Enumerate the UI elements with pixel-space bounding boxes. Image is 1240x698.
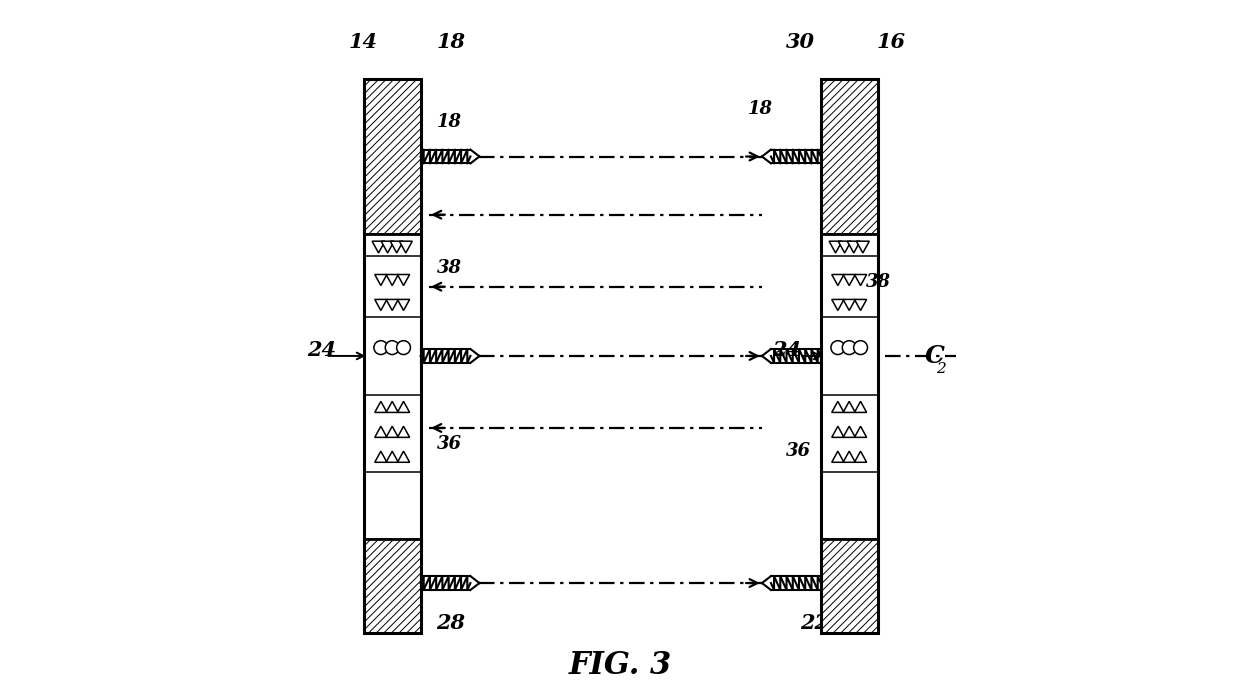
Text: 18: 18 xyxy=(748,100,773,117)
Text: 38: 38 xyxy=(866,273,890,290)
Text: 14: 14 xyxy=(348,32,377,52)
Circle shape xyxy=(397,341,410,355)
Text: 2: 2 xyxy=(936,362,946,376)
Bar xyxy=(821,79,878,633)
Circle shape xyxy=(842,341,856,355)
Polygon shape xyxy=(843,451,856,462)
Bar xyxy=(363,79,420,633)
Polygon shape xyxy=(838,242,851,253)
Text: 16: 16 xyxy=(877,32,905,52)
Text: FIG. 3: FIG. 3 xyxy=(568,651,672,681)
Polygon shape xyxy=(386,426,398,438)
Polygon shape xyxy=(386,451,398,462)
Polygon shape xyxy=(374,426,387,438)
Text: 18: 18 xyxy=(436,113,461,131)
Polygon shape xyxy=(398,299,409,311)
Bar xyxy=(821,539,878,633)
Polygon shape xyxy=(374,401,387,413)
Bar xyxy=(821,79,878,633)
Circle shape xyxy=(386,341,399,355)
Bar xyxy=(363,79,420,633)
Polygon shape xyxy=(857,242,869,253)
Text: 36: 36 xyxy=(786,443,811,460)
Polygon shape xyxy=(843,426,856,438)
Polygon shape xyxy=(381,242,394,253)
Polygon shape xyxy=(854,451,867,462)
Polygon shape xyxy=(832,401,844,413)
Polygon shape xyxy=(830,242,842,253)
Polygon shape xyxy=(399,242,412,253)
Text: C: C xyxy=(925,344,945,368)
Text: 24: 24 xyxy=(773,340,801,360)
Polygon shape xyxy=(391,242,403,253)
Polygon shape xyxy=(372,242,386,253)
Polygon shape xyxy=(854,274,867,285)
Polygon shape xyxy=(843,299,856,311)
Text: 28: 28 xyxy=(436,614,465,634)
Polygon shape xyxy=(398,426,409,438)
Polygon shape xyxy=(854,426,867,438)
Text: 24: 24 xyxy=(308,340,336,360)
Text: 22: 22 xyxy=(800,614,830,634)
Text: 30: 30 xyxy=(786,32,815,52)
Polygon shape xyxy=(832,274,844,285)
Polygon shape xyxy=(374,451,387,462)
Polygon shape xyxy=(843,274,856,285)
Bar xyxy=(821,79,878,234)
Polygon shape xyxy=(374,299,387,311)
Text: 36: 36 xyxy=(436,436,461,454)
Circle shape xyxy=(374,341,388,355)
Circle shape xyxy=(853,341,868,355)
Polygon shape xyxy=(832,299,844,311)
Polygon shape xyxy=(386,401,398,413)
Circle shape xyxy=(831,341,844,355)
Polygon shape xyxy=(843,401,856,413)
Polygon shape xyxy=(386,274,398,285)
Polygon shape xyxy=(847,242,861,253)
Bar xyxy=(363,539,420,633)
Polygon shape xyxy=(398,451,409,462)
Polygon shape xyxy=(854,299,867,311)
Text: 18: 18 xyxy=(436,32,465,52)
Polygon shape xyxy=(374,274,387,285)
Polygon shape xyxy=(854,401,867,413)
Polygon shape xyxy=(398,274,409,285)
Polygon shape xyxy=(832,426,844,438)
Polygon shape xyxy=(398,401,409,413)
Polygon shape xyxy=(386,299,398,311)
Polygon shape xyxy=(832,451,844,462)
Text: 38: 38 xyxy=(436,259,461,277)
Bar xyxy=(363,79,420,234)
